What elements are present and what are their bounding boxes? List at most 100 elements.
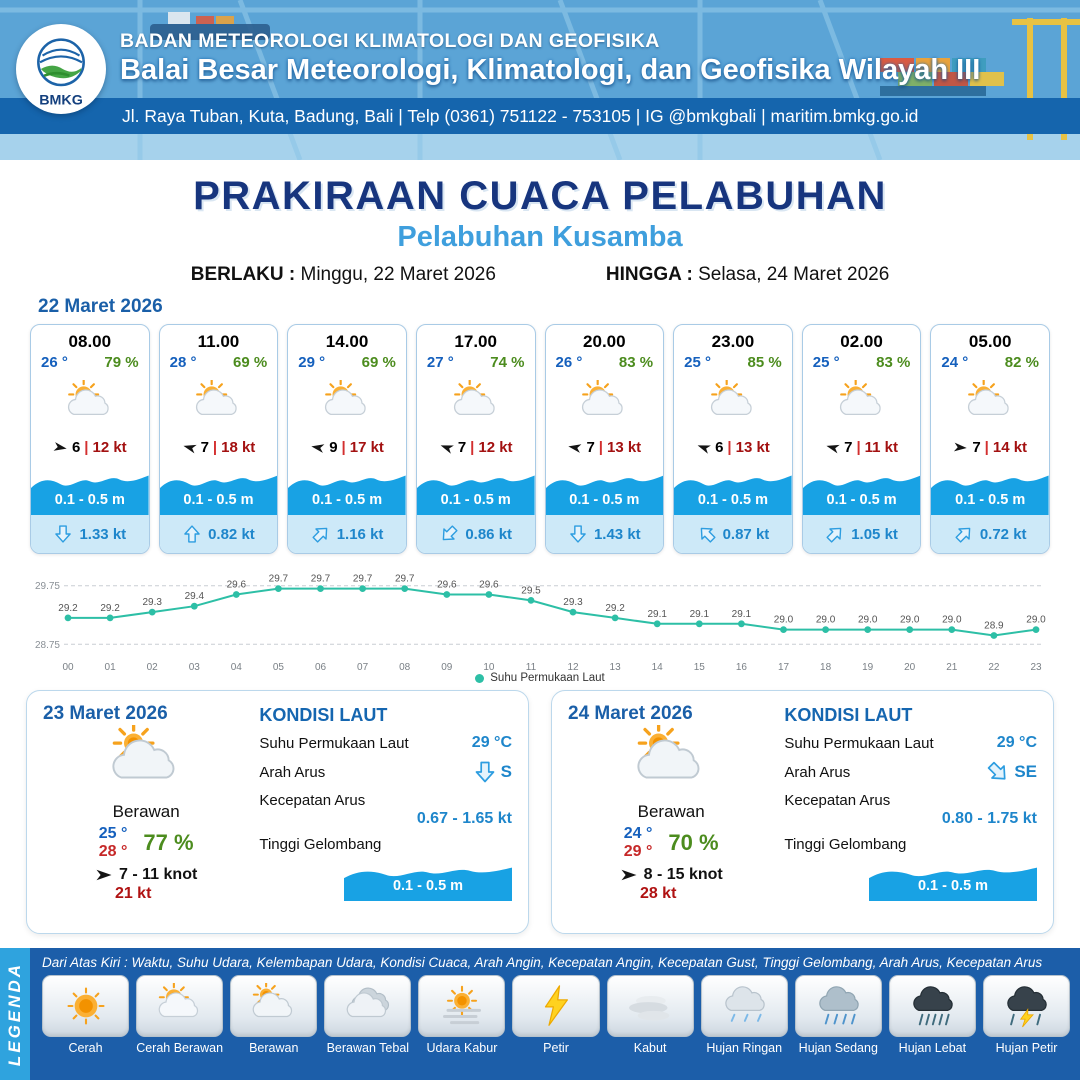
svg-text:22: 22	[988, 662, 1000, 672]
sst-row: Suhu Permukaan Laut 29 °C	[259, 734, 512, 752]
humidity: 74 %	[490, 354, 525, 371]
air-temperature: 25 °	[812, 354, 840, 371]
office-name: Balai Besar Meteorologi, Klimatologi, da…	[120, 54, 981, 86]
sst-row: Suhu Permukaan Laut 29 °C	[784, 734, 1037, 752]
wind-direction-icon	[620, 866, 638, 884]
humidity: 69 %	[361, 354, 396, 371]
current-direction-code: S	[500, 762, 512, 781]
svg-text:29.0: 29.0	[816, 615, 836, 626]
header: BMKG BADAN METEOROLOGI KLIMATOLOGI DAN G…	[0, 0, 1080, 160]
wind-gust: 18 kt	[221, 438, 256, 456]
separator: |	[470, 438, 475, 456]
svg-text:19: 19	[862, 662, 874, 672]
daily-wind-range: 8 - 15 knot	[643, 866, 723, 883]
svg-text:28.9: 28.9	[984, 621, 1004, 632]
weather-icon-cloud	[627, 722, 715, 802]
daily-forecast-card: 24 Maret 2026 Berawan 24 ° 29 ° 70 % 8 - 15 k…	[551, 690, 1054, 934]
svg-text:29.1: 29.1	[690, 609, 710, 620]
current-speed-range: 0.67 - 1.65 kt	[416, 810, 512, 827]
svg-text:13: 13	[610, 662, 622, 672]
current-direction-icon	[568, 524, 588, 544]
legend-item: Berawan	[230, 975, 318, 1055]
wave-height: 0.1 - 0.5 m	[917, 878, 989, 894]
legend-label: Udara Kabur	[426, 1041, 498, 1055]
svg-text:14: 14	[652, 662, 664, 672]
hingga-label: HINGGA :	[605, 264, 693, 285]
svg-text:29.3: 29.3	[142, 597, 162, 608]
wind-gust: 17 kt	[349, 438, 384, 456]
legend-label: Hujan Ringan	[706, 1041, 783, 1055]
svg-text:29.2: 29.2	[100, 603, 120, 614]
forecast-time: 20.00	[583, 332, 626, 351]
air-temperature: 26 °	[555, 354, 583, 371]
svg-text:11: 11	[526, 662, 537, 672]
daily-condition: Berawan	[637, 802, 705, 821]
sst-label: Suhu Permukaan Laut	[259, 734, 409, 752]
temp-humidity-row: 25 ° 83 %	[803, 352, 921, 371]
forecast-time: 11.00	[197, 332, 240, 351]
svg-text:29.0: 29.0	[858, 615, 878, 626]
legend-icon-storm	[982, 975, 1071, 1037]
current-speed: 1.43 kt	[593, 525, 641, 543]
berlaku-value: Minggu, 22 Maret 2026	[300, 264, 496, 285]
wave-height: 0.1 - 0.5 m	[440, 492, 511, 508]
svg-text:20: 20	[904, 662, 916, 672]
wave-height: 0.1 - 0.5 m	[569, 492, 640, 508]
address-bar: Jl. Raya Tuban, Kuta, Badung, Bali | Tel…	[0, 98, 1080, 134]
svg-text:29.2: 29.2	[605, 603, 625, 614]
legend-icon-rain-heavy	[888, 975, 976, 1037]
humidity: 79 %	[104, 354, 139, 371]
weather-icon-sun-cloud	[31, 371, 149, 435]
temp-humidity-row: 26 ° 83 %	[546, 352, 664, 371]
wave-height-badge: 0.1 - 0.5 m	[931, 463, 1049, 515]
wave-height-badge: 0.1 - 0.5 m	[288, 463, 406, 515]
separator: |	[598, 438, 603, 456]
weather-icon-sun-cloud	[160, 371, 278, 435]
current-direction-icon	[53, 524, 73, 544]
wind-speed: 6	[715, 438, 724, 456]
current-badge: 0.82 kt	[159, 515, 278, 553]
legend-item: Cerah	[42, 975, 130, 1055]
svg-text:09: 09	[441, 662, 453, 672]
current-direction-icon	[954, 524, 974, 544]
daily-gust: 21 kt	[114, 885, 152, 902]
temp-max: 29 °	[623, 843, 653, 860]
wind-gust: 12 kt	[478, 438, 513, 456]
air-temperature: 27 °	[426, 354, 454, 371]
legend-ribbon: LEGENDA	[0, 948, 30, 1080]
wind-speed: 7	[586, 438, 595, 456]
container-stack	[880, 58, 1004, 96]
current-speed-label: Kecepatan Arus	[784, 792, 891, 809]
wind-row: 7 | 14 kt	[931, 435, 1049, 459]
legend-icon-cloud-thick	[324, 975, 412, 1037]
wave-height-row: Tinggi Gelombang	[784, 836, 1037, 853]
sea-conditions-panel: KONDISI LAUT Suhu Permukaan Laut 29 °C Arah…	[784, 703, 1037, 921]
legend-label: Kabut	[633, 1041, 667, 1055]
legend-label: Berawan Tebal	[326, 1041, 410, 1055]
separator: |	[341, 438, 346, 456]
sea-conditions-heading: KONDISI LAUT	[259, 705, 388, 725]
temp-humidity-row: 29 ° 69 %	[288, 352, 406, 371]
forecast-card: 23.00 25 ° 85 % 6 | 13 kt 0.1 - 0.5 m 0.87 kt	[673, 324, 793, 554]
wave-height-badge: 0.1 - 0.5 m	[545, 463, 664, 515]
daily-forecast-card: 23 Maret 2026 Berawan 25 ° 28 ° 77 % 7 - 11 k…	[26, 690, 529, 934]
current-direction-icon	[697, 524, 717, 544]
sst-label: Suhu Permukaan Laut	[784, 734, 934, 752]
temp-humidity-row: 28 ° 69 %	[160, 352, 278, 371]
bmkg-logo-icon: BMKG	[19, 27, 103, 111]
svg-text:08: 08	[399, 662, 411, 672]
svg-text:29.7: 29.7	[311, 574, 331, 585]
daily-temps: 25 ° 28 ° 77 %	[99, 825, 194, 861]
current-speed: 1.33 kt	[79, 525, 127, 543]
current-speed: 1.16 kt	[336, 525, 384, 543]
wave-height-label: Tinggi Gelombang	[259, 836, 382, 853]
legend-label: Cerah	[68, 1041, 103, 1055]
current-speed-label: Kecepatan Arus	[259, 792, 366, 809]
wind-direction-icon	[953, 440, 968, 455]
svg-text:29.5: 29.5	[521, 585, 541, 596]
temp-max: 28 °	[98, 843, 128, 860]
legend-item: Hujan Sedang	[794, 975, 882, 1055]
wave-height-badge: 0.1 - 0.5 m	[869, 857, 1037, 901]
legend-label: Berawan	[249, 1041, 299, 1055]
wind-speed: 7	[844, 438, 853, 456]
